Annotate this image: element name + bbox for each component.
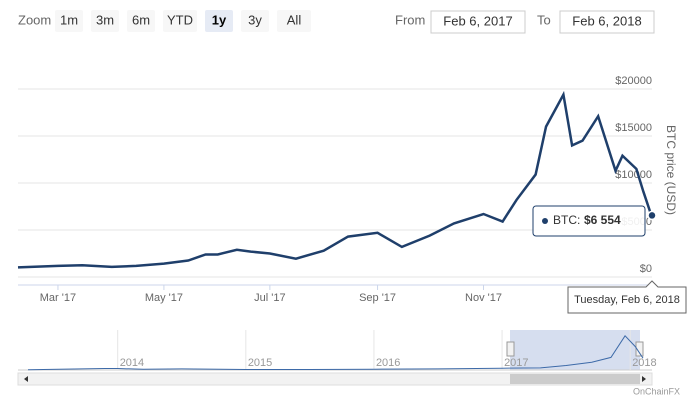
- navigator-tick-label: 2014: [120, 357, 144, 369]
- credit: OnChainFX: [633, 386, 680, 396]
- tooltip-label: BTC:: [553, 213, 580, 227]
- navigator-tick-label: 2015: [248, 357, 272, 369]
- range-buttons: 1m 3m 6m YTD 1y 3y All: [55, 10, 311, 32]
- y-tick-label: $15000: [615, 122, 652, 134]
- navigator-tick-label: 2017: [504, 357, 528, 369]
- range-button[interactable]: [205, 10, 233, 32]
- range-button-label[interactable]: All: [287, 12, 302, 27]
- x-tick-label: Nov '17: [465, 292, 502, 304]
- to-value[interactable]: Feb 6, 2018: [572, 13, 641, 28]
- y-tick-label: $10000: [615, 169, 652, 181]
- navigator-line: [27, 334, 644, 371]
- to-input[interactable]: [559, 10, 655, 34]
- tooltip-box: [532, 205, 646, 237]
- x-tick-label: Mar '17: [40, 292, 76, 304]
- range-button[interactable]: [127, 10, 155, 32]
- zoom-label: Zoom: [18, 12, 51, 27]
- y-tick-label: $0: [640, 263, 652, 275]
- range-button-label[interactable]: 3m: [96, 12, 114, 27]
- from-value[interactable]: Feb 6, 2017: [443, 13, 512, 28]
- x-tick-label: Sep '17: [359, 292, 396, 304]
- hover-point: [647, 210, 657, 221]
- price-line: [17, 90, 654, 269]
- y-tick-label: $20000: [615, 75, 652, 87]
- range-button-label[interactable]: 6m: [132, 12, 150, 27]
- x-tick-label: May '17: [145, 292, 183, 304]
- navigator-tick-label: 2018: [632, 357, 656, 369]
- navigator-tick-label: 2016: [376, 357, 400, 369]
- range-button-label[interactable]: 1y: [212, 12, 227, 27]
- date-tooltip-box: [567, 280, 687, 314]
- x-tick-label: Jul '17: [254, 292, 285, 304]
- tooltip-dot: [542, 218, 548, 224]
- navigator-handle[interactable]: [635, 341, 644, 357]
- tooltip-value: $6 554: [584, 213, 621, 227]
- range-button-label[interactable]: 3y: [248, 12, 262, 27]
- range-button[interactable]: [91, 10, 119, 32]
- navigator-selection[interactable]: [510, 330, 640, 370]
- range-button-label[interactable]: 1m: [60, 12, 78, 27]
- scrollbar-thumb[interactable]: [510, 374, 640, 384]
- navigator-handle[interactable]: [506, 341, 515, 357]
- range-button[interactable]: [241, 10, 269, 32]
- from-input[interactable]: [430, 10, 526, 34]
- range-button[interactable]: [163, 10, 197, 32]
- range-button-label[interactable]: YTD: [167, 12, 193, 27]
- range-button[interactable]: [55, 10, 83, 32]
- y-axis-title: BTC price (USD): [664, 125, 678, 215]
- to-label: To: [537, 12, 551, 27]
- date-tooltip: Tuesday, Feb 6, 2018: [574, 294, 680, 306]
- range-button[interactable]: [277, 10, 311, 32]
- from-label: From: [395, 12, 425, 27]
- scrollbar[interactable]: [17, 372, 653, 386]
